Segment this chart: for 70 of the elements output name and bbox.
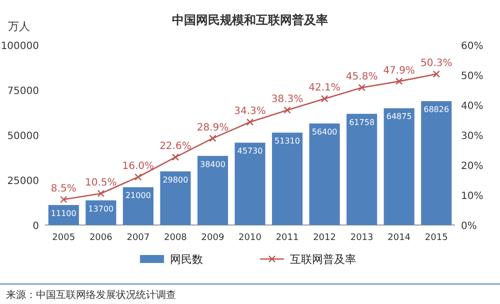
- data-label: 38.3%: [271, 94, 304, 106]
- point: [432, 70, 440, 78]
- bar: [234, 142, 266, 225]
- x-tick-label: 2006: [89, 233, 113, 243]
- x-tick-label: 2012: [313, 233, 336, 243]
- point: [97, 190, 105, 198]
- data-label: 68826: [424, 105, 450, 114]
- x-tick-label: 2014: [388, 233, 411, 243]
- data-label: 61758: [349, 118, 375, 127]
- data-label: 45730: [237, 146, 263, 156]
- bar: [272, 132, 303, 225]
- y2-tick-label: 30%: [461, 131, 484, 142]
- y-tick-label: 25000: [7, 176, 39, 187]
- data-label: 50.3%: [420, 58, 452, 70]
- y-tick-label: 100000: [0, 41, 39, 52]
- data-label: 45.8%: [346, 72, 378, 83]
- data-label: 64875: [386, 112, 412, 122]
- data-label: 8.5%: [50, 184, 76, 194]
- y-axis-title: 万人: [8, 20, 30, 33]
- x-tick-label: 2011: [276, 233, 299, 243]
- data-label: 10.5%: [85, 178, 117, 188]
- bar: [346, 114, 378, 225]
- x-tick-label: 2007: [126, 233, 150, 243]
- x-tick-label: 2008: [164, 233, 188, 243]
- point: [172, 154, 180, 161]
- x-tick-label: 2013: [350, 233, 374, 243]
- point: [246, 118, 254, 126]
- y2-tick-label: 10%: [461, 191, 484, 202]
- bar: [384, 108, 414, 225]
- y2-tick-label: 60%: [461, 41, 484, 52]
- point: [60, 196, 68, 204]
- point: [320, 95, 328, 102]
- source-note: 来源：中国互联网络发展状况统计调查: [6, 289, 176, 301]
- data-label: 28.9%: [196, 122, 229, 134]
- x-tick-label: 2015: [424, 233, 448, 243]
- x-tick-label: 2005: [52, 233, 76, 243]
- x-tick-label: 2010: [238, 233, 262, 243]
- legend-label: 网民数: [170, 253, 203, 266]
- data-label: 21000: [125, 191, 151, 200]
- point: [358, 84, 366, 92]
- x-tick-label: 2009: [201, 233, 224, 243]
- data-label: 42.1%: [308, 82, 340, 94]
- y2-tick-label: 50%: [461, 71, 484, 82]
- y2-tick-label: 0%: [461, 221, 477, 232]
- data-label: 56400: [312, 127, 338, 136]
- bar: [197, 156, 228, 225]
- point: [284, 106, 291, 114]
- data-label: 13700: [88, 204, 114, 214]
- y-tick-label: 50000: [7, 131, 39, 142]
- point: [209, 134, 216, 142]
- data-label: 38400: [200, 160, 226, 169]
- legend-label: 互联网普及率: [290, 253, 356, 266]
- y-tick-label: 75000: [7, 86, 39, 97]
- y2-tick-label: 40%: [461, 101, 484, 112]
- data-label: 11100: [50, 209, 76, 218]
- data-label: 34.3%: [234, 106, 266, 118]
- bar: [309, 123, 340, 225]
- bar: [122, 187, 154, 225]
- data-label: 29800: [162, 175, 188, 184]
- chart-title: 中国网民规模和互联网普及率: [172, 13, 328, 27]
- bar: [421, 101, 452, 225]
- data-label: 47.9%: [383, 65, 415, 76]
- y-tick-label: 0: [32, 221, 39, 232]
- point: [395, 78, 403, 85]
- y2-tick-label: 20%: [461, 161, 484, 172]
- bar: [160, 171, 191, 225]
- data-label: 51310: [274, 136, 300, 146]
- data-label: 22.6%: [160, 141, 192, 152]
- point: [134, 173, 142, 181]
- data-label: 16.0%: [122, 161, 154, 172]
